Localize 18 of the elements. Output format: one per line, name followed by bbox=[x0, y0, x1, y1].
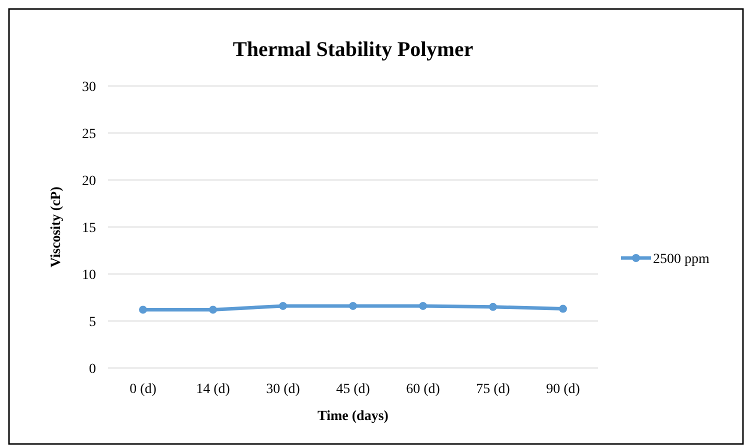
y-tick-label: 15 bbox=[82, 221, 96, 236]
y-tick-label: 30 bbox=[82, 80, 96, 95]
y-tick-label: 5 bbox=[89, 315, 96, 330]
x-tick-label: 60 (d) bbox=[406, 382, 440, 397]
legend-label: 2500 ppm bbox=[653, 252, 710, 267]
x-tick-label: 14 (d) bbox=[196, 382, 230, 397]
x-tick-label: 30 (d) bbox=[266, 382, 300, 397]
x-tick-label: 75 (d) bbox=[476, 382, 510, 397]
y-tick-label: 0 bbox=[89, 362, 96, 377]
y-axis-title: Viscosity (cP) bbox=[49, 186, 64, 268]
y-tick-label: 20 bbox=[82, 174, 96, 189]
y-tick-label: 25 bbox=[82, 127, 96, 142]
x-tick-label: 45 (d) bbox=[336, 382, 370, 397]
x-axis-title: Time (days) bbox=[318, 409, 389, 424]
x-tick-label: 0 (d) bbox=[130, 382, 157, 397]
y-tick-label: 10 bbox=[82, 268, 96, 283]
chart-title: Thermal Stability Polymer bbox=[232, 37, 474, 61]
x-tick-label: 90 (d) bbox=[546, 382, 580, 397]
